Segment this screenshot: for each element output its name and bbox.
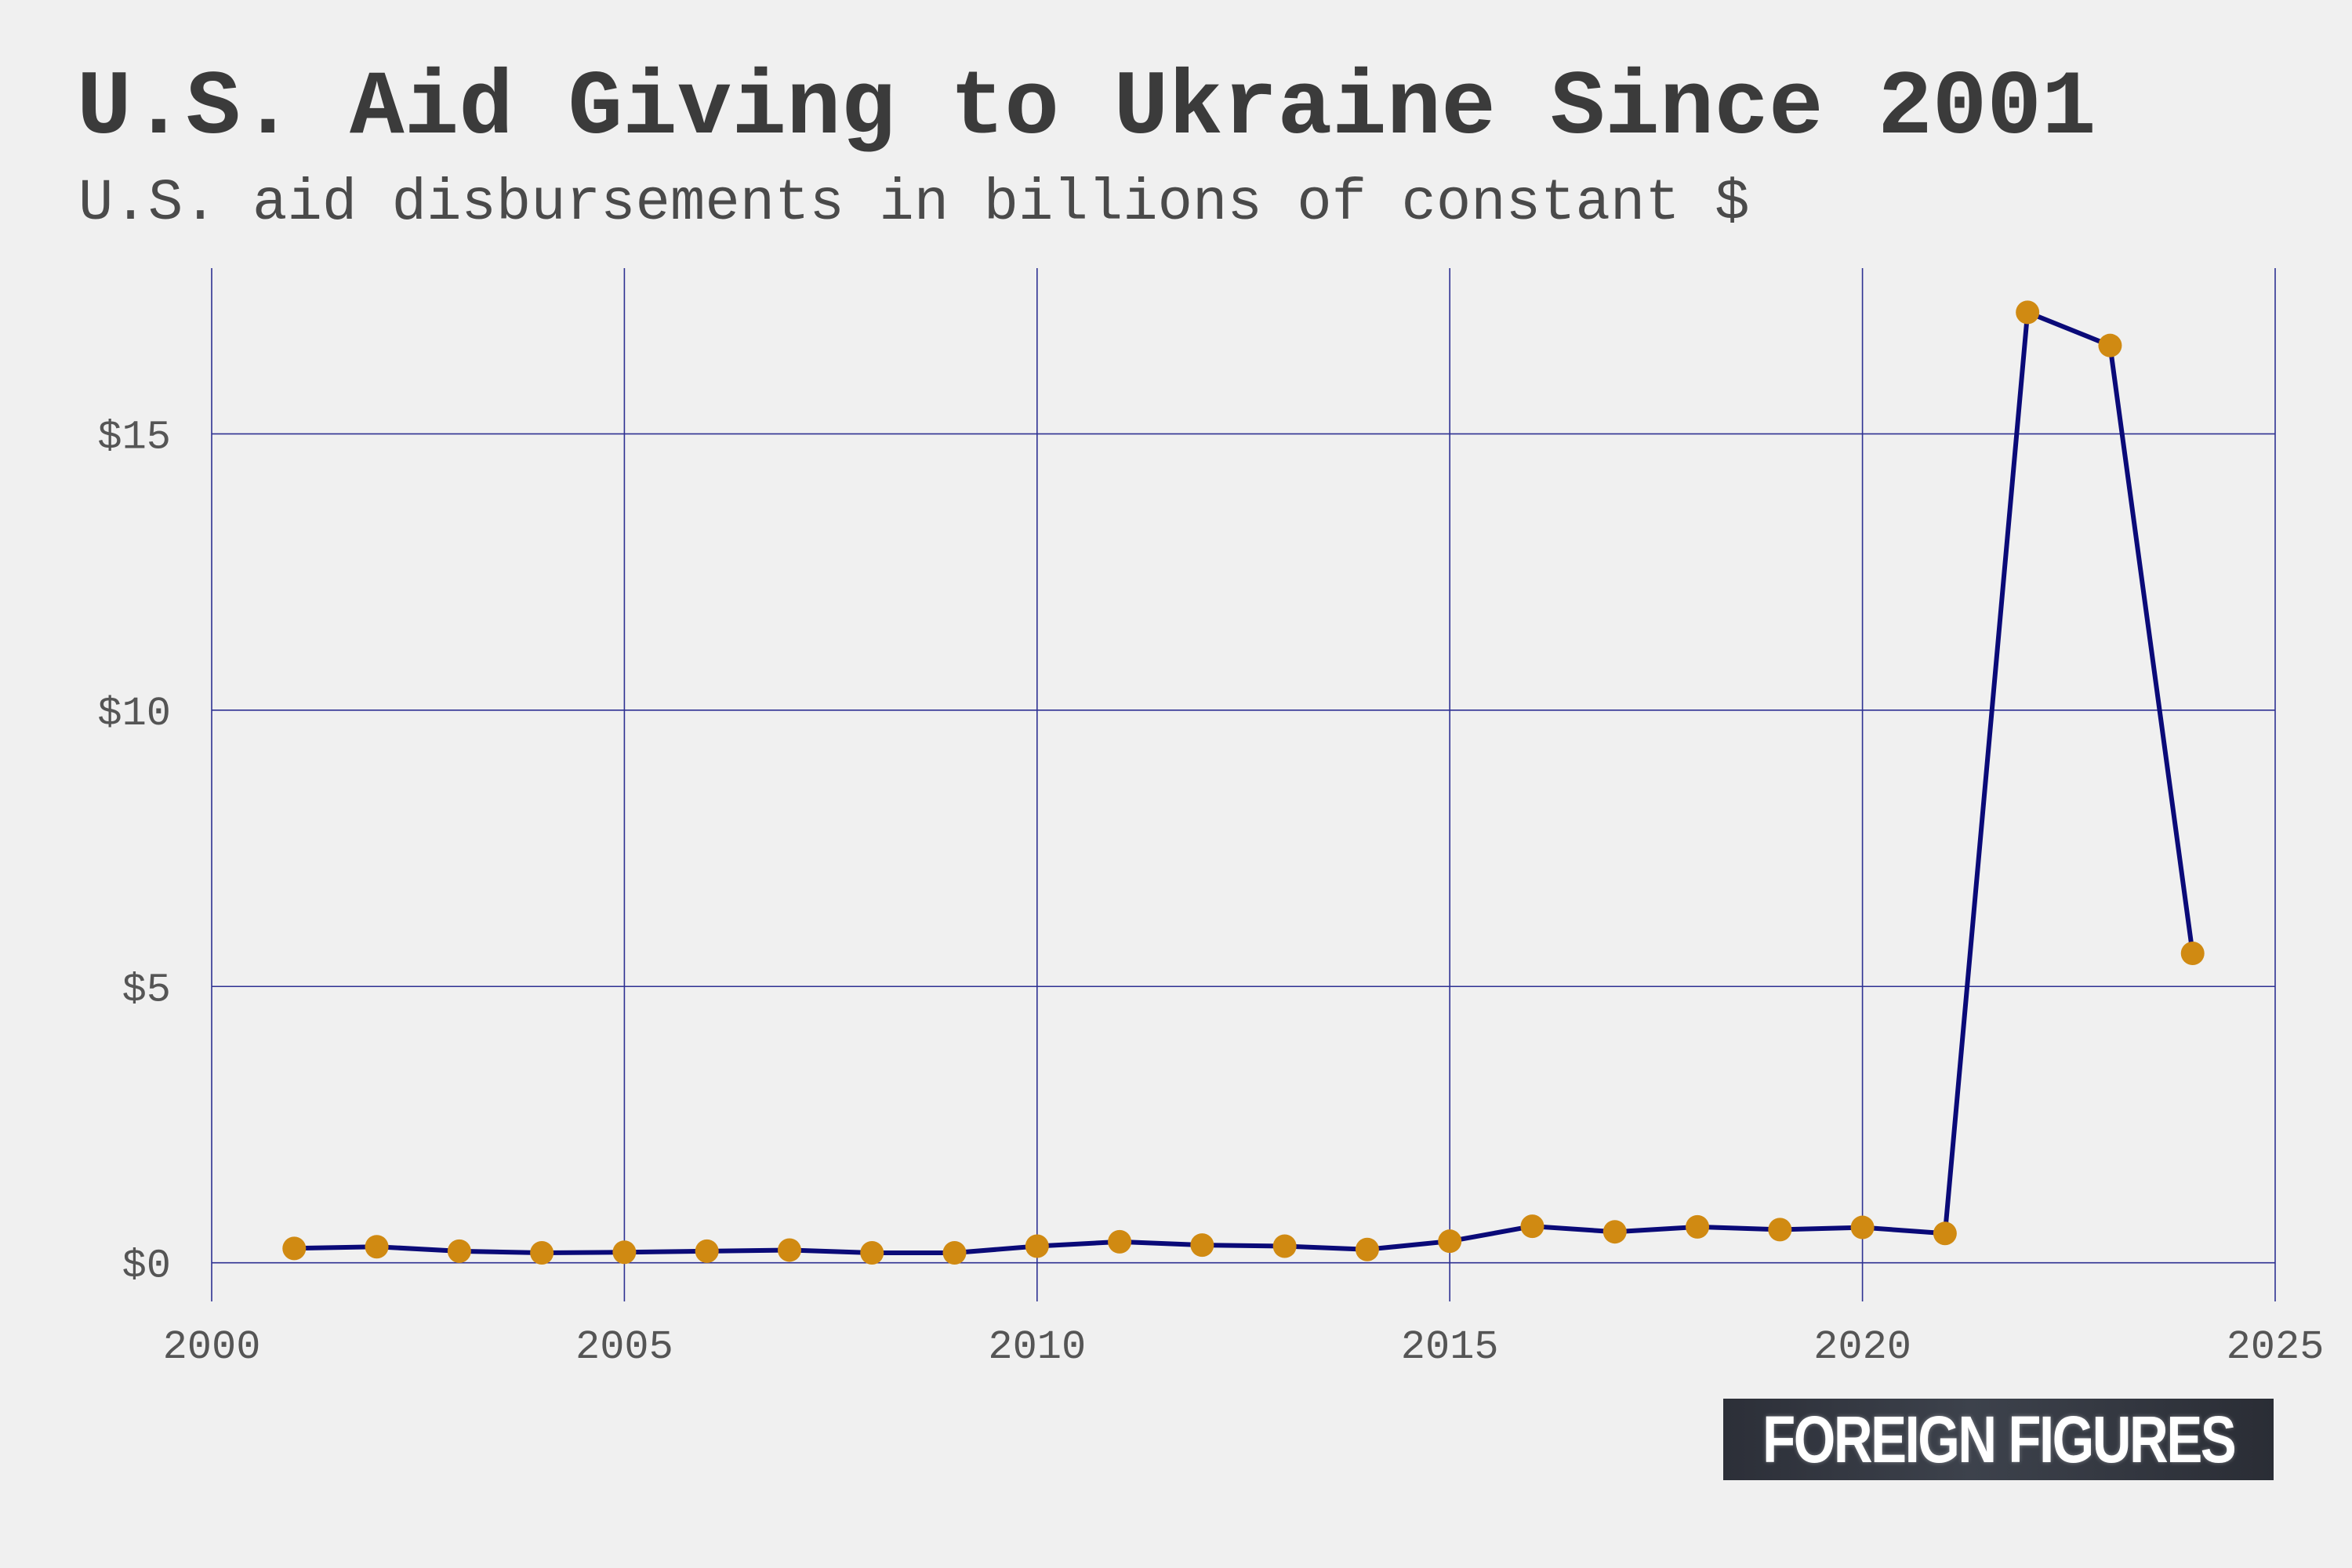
data-point: [2016, 300, 2040, 325]
data-point: [282, 1236, 307, 1261]
data-point: [1190, 1233, 1214, 1258]
y-tick-label: $15: [97, 414, 171, 460]
data-point: [1768, 1218, 1792, 1242]
x-tick-label: 2000: [163, 1324, 261, 1370]
data-point: [1602, 1220, 1627, 1244]
data-point: [530, 1240, 554, 1265]
data-point: [365, 1235, 389, 1259]
data-point: [1438, 1229, 1462, 1254]
x-tick-label: 2015: [1401, 1324, 1499, 1370]
x-tick-label: 2025: [2227, 1324, 2325, 1370]
brand-logo: FOREIGN FIGURES: [1723, 1399, 2274, 1480]
y-tick-label: $10: [97, 691, 171, 737]
y-tick-label: $0: [122, 1243, 171, 1290]
data-point: [2180, 941, 2205, 965]
data-point: [1686, 1214, 1710, 1239]
data-point: [860, 1240, 884, 1265]
data-point: [777, 1238, 801, 1262]
data-point: [2098, 333, 2122, 358]
data-point: [612, 1240, 637, 1265]
data-point: [1272, 1234, 1297, 1258]
chart-subtitle: U.S. aid disbursements in billions of co…: [78, 171, 1750, 237]
data-point: [1108, 1229, 1132, 1254]
data-point: [1025, 1234, 1049, 1258]
data-point: [1355, 1237, 1379, 1261]
x-tick-label: 2005: [575, 1324, 673, 1370]
data-point: [1933, 1221, 1957, 1246]
data-point: [695, 1239, 719, 1263]
data-point: [447, 1239, 471, 1263]
x-tick-label: 2010: [988, 1324, 1086, 1370]
data-point: [1850, 1215, 1875, 1240]
data-point: [942, 1240, 967, 1265]
data-point: [1520, 1214, 1544, 1239]
x-tick-label: 2020: [1813, 1324, 1911, 1370]
series-line: [292, 310, 2195, 1255]
brand-label: FOREIGN FIGURES: [1762, 1402, 2237, 1476]
chart-title: U.S. Aid Giving to Ukraine Since 2001: [77, 56, 2096, 160]
y-tick-label: $5: [122, 967, 171, 1013]
